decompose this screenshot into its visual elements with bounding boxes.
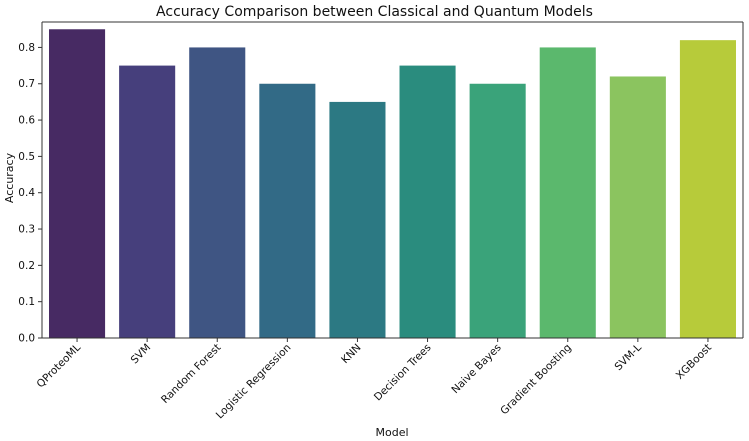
bar-decision-trees [399, 65, 456, 338]
x-tick-label: XGBoost [674, 342, 714, 382]
x-axis-label: Model [375, 426, 408, 439]
y-axis-label: Accuracy [3, 152, 16, 203]
bar-random-forest [189, 47, 246, 339]
x-tick-label: QProteoML [34, 342, 83, 391]
bar-gradient-boosting [539, 47, 596, 339]
y-tick-label: 0.5 [18, 151, 35, 163]
y-axis: 0.0 0.1 0.2 0.3 0.4 0.5 0.6 0.7 0.8 [18, 42, 42, 345]
bar-xgboost [679, 40, 736, 338]
chart-title: Accuracy Comparison between Classical an… [156, 4, 593, 20]
plot-area: 0.0 0.1 0.2 0.3 0.4 0.5 0.6 0.7 0.8 QProteoML SVM… [18, 21, 744, 421]
x-tick-label: Gradient Boosting [498, 342, 574, 418]
y-tick-label: 0.7 [18, 78, 35, 90]
y-tick-label: 0.8 [18, 42, 35, 54]
x-tick-label: Naive Bayes [449, 342, 503, 396]
bar-knn [329, 101, 386, 338]
x-tick-label: SVM [129, 342, 154, 367]
y-tick-label: 0.1 [18, 296, 35, 308]
y-tick-label: 0.2 [18, 260, 35, 272]
bar-logistic-regression [259, 83, 316, 338]
bars [49, 29, 736, 339]
x-tick-label: Decision Trees [372, 342, 434, 404]
bar-svm-l [609, 76, 666, 338]
x-tick-label: SVM-L [612, 342, 644, 374]
bar-svm [119, 65, 176, 338]
y-tick-label: 0.6 [18, 115, 35, 127]
y-tick-label: 0.3 [18, 224, 35, 236]
x-tick-label: Random Forest [159, 342, 223, 406]
y-tick-label: 0.4 [18, 187, 35, 199]
x-tick-label: Logistic Regression [214, 342, 294, 422]
bar-naive-bayes [469, 83, 526, 338]
bar-qproteoml [49, 29, 106, 338]
y-tick-label: 0.0 [18, 333, 35, 345]
x-tick-label: KNN [339, 342, 363, 366]
